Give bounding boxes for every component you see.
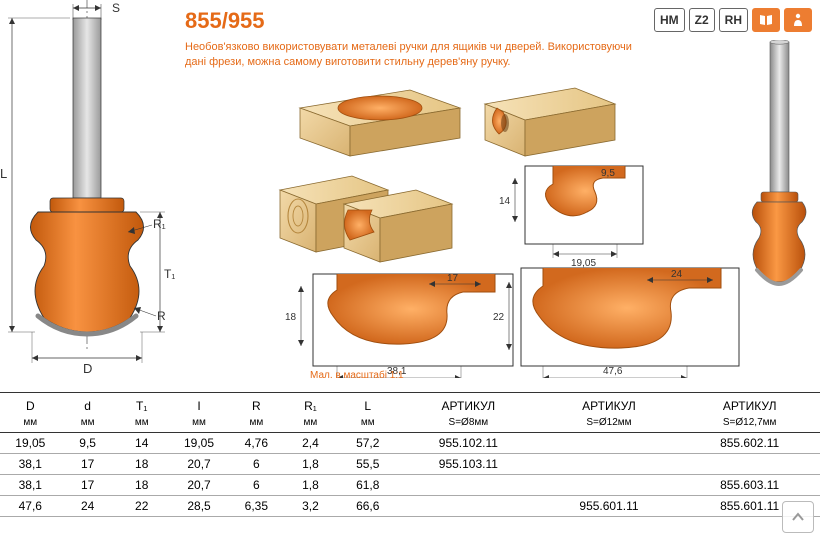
table-cell: 855.602.11	[679, 433, 820, 454]
table-cell	[398, 496, 539, 517]
table-cell: 955.601.11	[539, 496, 680, 517]
table-cell: 18	[115, 454, 169, 475]
table-cell	[539, 475, 680, 496]
table-col-header: R₁	[283, 393, 337, 416]
catalog-page: S L	[0, 0, 820, 539]
table-row: 19,059,51419,054,762,457,2955.102.11855.…	[0, 433, 820, 454]
dim-big-r: 24	[671, 269, 683, 280]
table-col-subheader: мм	[0, 415, 61, 433]
table-col-header: АРТИКУЛ	[539, 393, 680, 416]
table-cell	[539, 454, 680, 475]
table-col-subheader: S=Ø8мм	[398, 415, 539, 433]
router-bit-photo	[747, 40, 812, 300]
scale-note: Мал. в масштабі 1:1	[310, 370, 404, 381]
table-cell	[398, 475, 539, 496]
dim-small-h: 14	[499, 196, 511, 207]
table-header-row-2: ммммммммммммммS=Ø8ммS=Ø12ммS=Ø12,7мм	[0, 415, 820, 433]
dim-label-R: R	[157, 309, 166, 323]
table-header-row-1: DdT₁IRR₁LАРТИКУЛАРТИКУЛАРТИКУЛ	[0, 393, 820, 416]
dim-label-S: S	[112, 1, 120, 15]
table-cell: 61,8	[337, 475, 398, 496]
badge-book-icon	[752, 8, 780, 32]
table-cell: 9,5	[61, 433, 115, 454]
table-cell: 6	[229, 454, 283, 475]
table-cell	[539, 433, 680, 454]
table-col-header: D	[0, 393, 61, 416]
technical-drawing: S L	[0, 0, 175, 385]
table-cell: 2,4	[283, 433, 337, 454]
badge-manual-icon	[784, 8, 812, 32]
table-col-subheader: мм	[283, 415, 337, 433]
table-cell: 18	[115, 475, 169, 496]
table-col-subheader: мм	[229, 415, 283, 433]
header-block: 855/955 Необов'язково використовувати ме…	[185, 8, 635, 70]
table-cell: 17	[61, 454, 115, 475]
table-row: 47,6242228,56,353,266,6955.601.11855.601…	[0, 496, 820, 517]
dim-big-h: 22	[493, 312, 505, 323]
dim-label-T1: T₁	[164, 267, 175, 281]
table-body: 19,059,51419,054,762,457,2955.102.11855.…	[0, 433, 820, 517]
table-col-header: T₁	[115, 393, 169, 416]
table-cell: 1,8	[283, 454, 337, 475]
table-col-header: АРТИКУЛ	[679, 393, 820, 416]
badge-hm: HM	[654, 8, 685, 32]
table-cell: 955.103.11	[398, 454, 539, 475]
table-cell: 24	[61, 496, 115, 517]
table-cell: 855.603.11	[679, 475, 820, 496]
table-col-header: d	[61, 393, 115, 416]
dim-small-w: 19,05	[571, 258, 596, 269]
dim-label-D: D	[83, 361, 92, 376]
badge-z2: Z2	[689, 8, 715, 32]
scroll-to-top-button[interactable]	[782, 501, 814, 533]
table-cell: 20,7	[169, 454, 230, 475]
dim-label-R1: R₁	[153, 217, 166, 231]
product-description: Необов'язково використовувати металеві р…	[185, 40, 635, 70]
table-cell	[679, 454, 820, 475]
table-cell: 28,5	[169, 496, 230, 517]
table-row: 38,1171820,761,855,5955.103.11	[0, 454, 820, 475]
table-col-header: I	[169, 393, 230, 416]
table-cell: 20,7	[169, 475, 230, 496]
chevron-up-icon	[790, 509, 806, 525]
table-cell: 14	[115, 433, 169, 454]
table-cell: 17	[61, 475, 115, 496]
table-cell: 55,5	[337, 454, 398, 475]
dim-big-w: 47,6	[603, 366, 623, 377]
dim-mid-h: 18	[285, 312, 297, 323]
table-col-subheader: S=Ø12,7мм	[679, 415, 820, 433]
table-cell: 6,35	[229, 496, 283, 517]
table-col-subheader: мм	[61, 415, 115, 433]
table-cell: 19,05	[0, 433, 61, 454]
table-cell: 955.102.11	[398, 433, 539, 454]
table-col-subheader: S=Ø12мм	[539, 415, 680, 433]
table-cell: 6	[229, 475, 283, 496]
application-diagrams: 9,5 14 19,05 17 18	[185, 78, 745, 378]
table-cell: 22	[115, 496, 169, 517]
table-col-subheader: мм	[169, 415, 230, 433]
table-row: 38,1171820,761,861,8855.603.11	[0, 475, 820, 496]
table-col-header: R	[229, 393, 283, 416]
table-col-subheader: мм	[337, 415, 398, 433]
table-col-header: АРТИКУЛ	[398, 393, 539, 416]
badge-rh: RH	[719, 8, 748, 32]
table-col-subheader: мм	[115, 415, 169, 433]
table-cell: 57,2	[337, 433, 398, 454]
table-cell: 3,2	[283, 496, 337, 517]
table-col-header: L	[337, 393, 398, 416]
table-cell: 66,6	[337, 496, 398, 517]
dim-mid-r: 17	[447, 273, 459, 284]
table-cell: 4,76	[229, 433, 283, 454]
table-cell: 38,1	[0, 454, 61, 475]
top-area: S L	[0, 0, 820, 385]
dim-label-L: L	[0, 166, 7, 181]
dim-small-r: 9,5	[601, 168, 615, 179]
product-code: 855/955	[185, 8, 635, 34]
spec-table: DdT₁IRR₁LАРТИКУЛАРТИКУЛАРТИКУЛ ммммммммм…	[0, 392, 820, 517]
table-cell: 47,6	[0, 496, 61, 517]
table-cell: 1,8	[283, 475, 337, 496]
table-cell: 38,1	[0, 475, 61, 496]
table-cell: 19,05	[169, 433, 230, 454]
badge-row: HM Z2 RH	[654, 8, 812, 32]
